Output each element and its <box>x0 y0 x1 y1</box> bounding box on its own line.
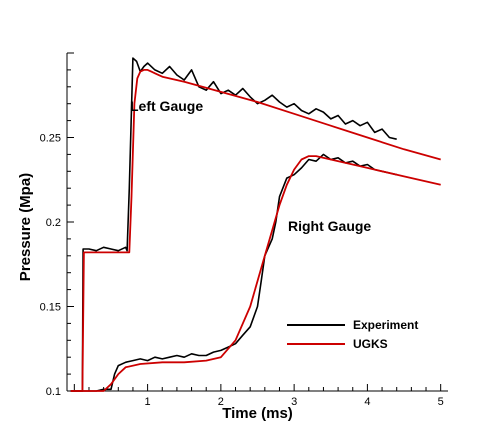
annotation-left-gauge: Left Gauge <box>130 98 203 114</box>
series-line-experiment-right-gauge <box>70 153 397 392</box>
axis-ticks: 1 2 3 4 5 0.1 0.15 0.2 0.25 <box>40 52 444 408</box>
legend-label-ugks: UGKS <box>353 337 388 351</box>
x-tick-label: 1 <box>145 396 151 408</box>
series-line-experiment-left-gauge <box>70 57 397 392</box>
x-axis-label: Time (ms) <box>222 405 293 422</box>
series-line-ugks-right-gauge <box>70 155 441 392</box>
y-tick-label: 0.25 <box>40 133 61 145</box>
y-tick-label: 0.1 <box>46 386 61 398</box>
legend: Experiment UGKS <box>287 318 418 351</box>
y-tick-label: 0.15 <box>40 302 61 314</box>
y-axis-label: Pressure (Mpa) <box>17 173 34 281</box>
x-tick-label: 5 <box>438 396 444 408</box>
series-layer <box>70 57 441 392</box>
plot-area: 1 2 3 4 5 0.1 0.15 0.2 0.25 <box>40 52 448 408</box>
x-tick-label: 4 <box>364 396 370 408</box>
y-tick-label: 0.2 <box>46 217 61 229</box>
x-tick-label: 2 <box>218 396 224 408</box>
annotation-right-gauge: Right Gauge <box>288 218 371 234</box>
x-tick-label: 3 <box>291 396 297 408</box>
series-line-ugks-left-gauge <box>70 69 441 392</box>
legend-label-experiment: Experiment <box>353 318 418 332</box>
